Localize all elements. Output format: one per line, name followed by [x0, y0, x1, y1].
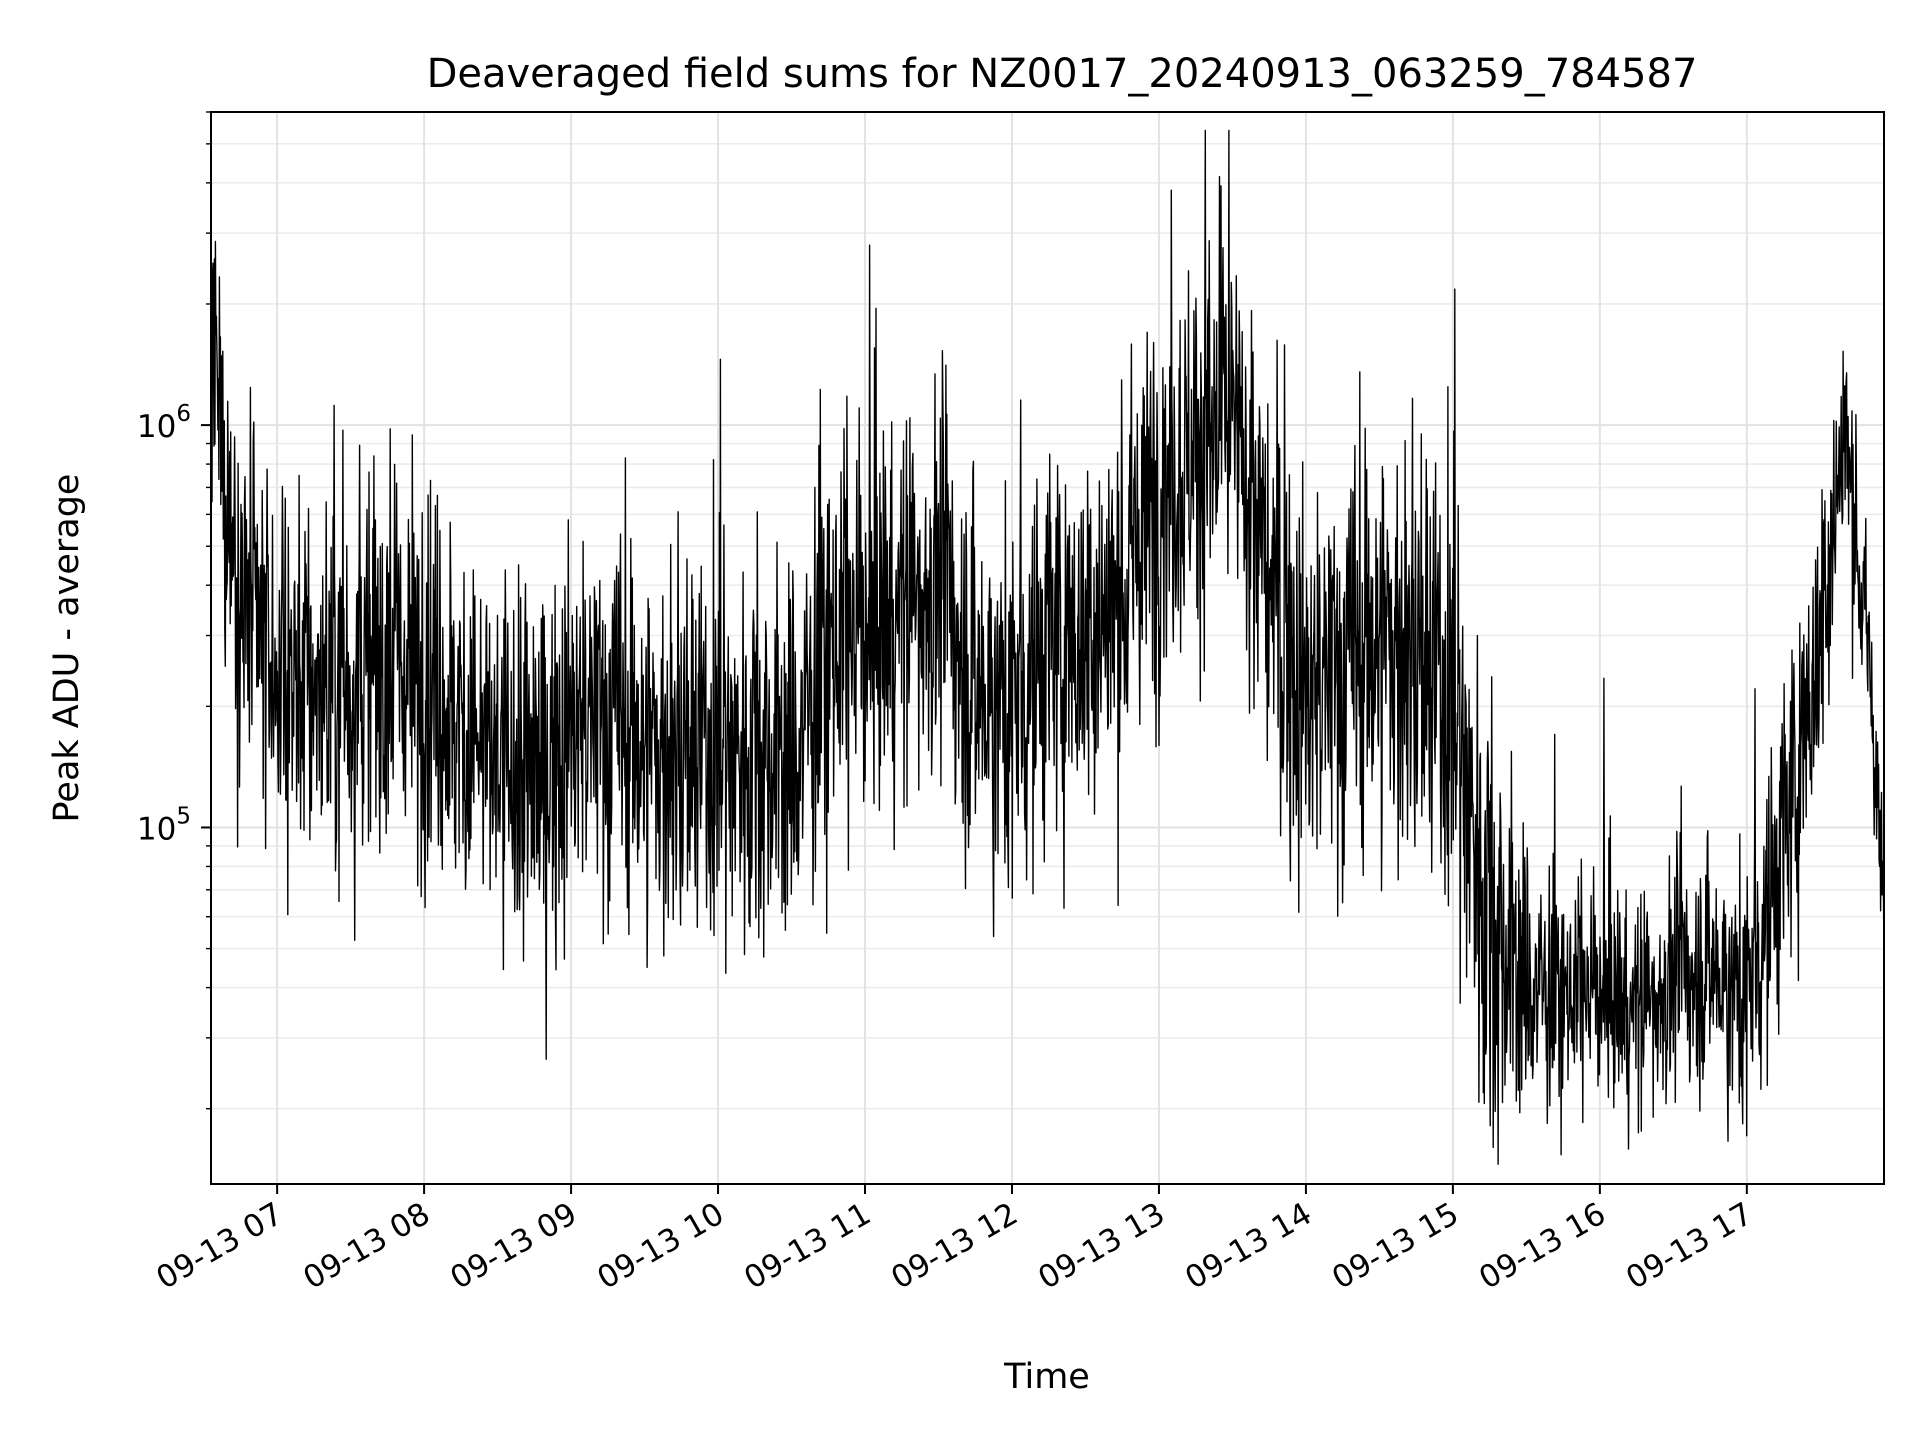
y-tick-label: 106 [137, 401, 191, 445]
y-tick-label: 105 [137, 803, 191, 847]
y-tick-exponent: 6 [176, 401, 191, 427]
plot-frame [210, 111, 1885, 1185]
y-tick-base: 10 [137, 409, 176, 445]
y-axis-label: Peak ADU - average [47, 474, 87, 823]
y-tick-base: 10 [137, 811, 176, 847]
chart-title: Deaveraged field sums for NZ0017_2024091… [427, 51, 1698, 97]
series-layer [210, 129, 1885, 1165]
y-tick-exponent: 5 [176, 803, 191, 829]
x-axis-label: Time [1003, 1357, 1090, 1397]
series-line [210, 129, 1885, 1165]
